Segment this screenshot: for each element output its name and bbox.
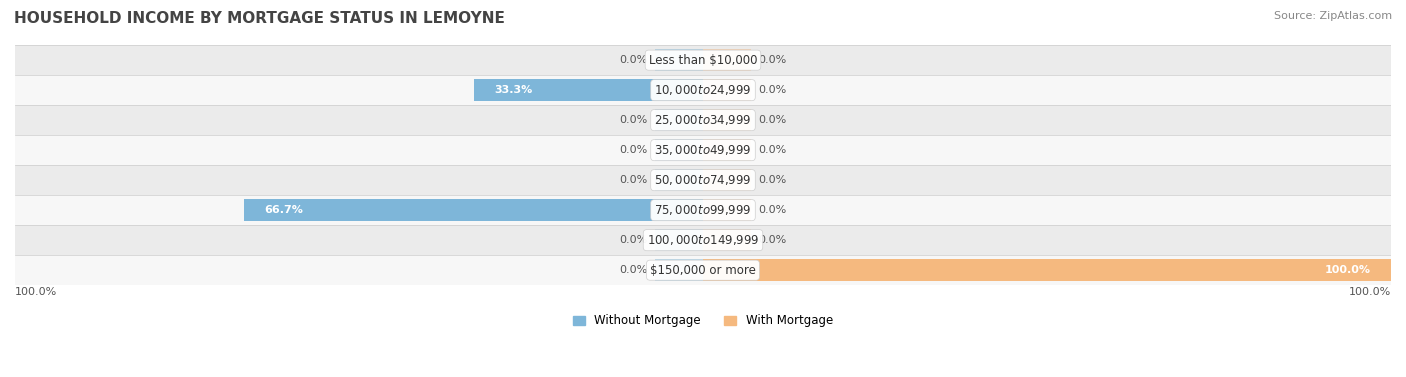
Text: 0.0%: 0.0% [758, 175, 786, 185]
Text: $50,000 to $74,999: $50,000 to $74,999 [654, 173, 752, 187]
Text: 0.0%: 0.0% [620, 145, 648, 155]
Bar [655, 259, 703, 281]
Bar [703, 49, 751, 71]
Bar [15, 135, 1391, 165]
Text: Less than $10,000: Less than $10,000 [648, 54, 758, 67]
Bar [15, 165, 1391, 195]
Text: 0.0%: 0.0% [620, 235, 648, 245]
Text: 100.0%: 100.0% [1348, 287, 1391, 297]
Text: 0.0%: 0.0% [758, 145, 786, 155]
Text: 0.0%: 0.0% [620, 265, 648, 275]
Bar [655, 49, 703, 71]
Text: $35,000 to $49,999: $35,000 to $49,999 [654, 143, 752, 157]
Text: 0.0%: 0.0% [758, 55, 786, 65]
Text: $100,000 to $149,999: $100,000 to $149,999 [647, 233, 759, 247]
Text: $25,000 to $34,999: $25,000 to $34,999 [654, 113, 752, 127]
Bar [703, 109, 751, 131]
Text: 0.0%: 0.0% [758, 235, 786, 245]
Bar [15, 45, 1391, 75]
Bar [703, 139, 751, 161]
Text: Source: ZipAtlas.com: Source: ZipAtlas.com [1274, 11, 1392, 21]
Bar [703, 229, 751, 251]
Bar [15, 105, 1391, 135]
Text: HOUSEHOLD INCOME BY MORTGAGE STATUS IN LEMOYNE: HOUSEHOLD INCOME BY MORTGAGE STATUS IN L… [14, 11, 505, 26]
Bar [655, 139, 703, 161]
Text: $150,000 or more: $150,000 or more [650, 264, 756, 277]
Bar [703, 199, 751, 221]
Bar [15, 225, 1391, 255]
Text: 100.0%: 100.0% [1324, 265, 1371, 275]
Text: 66.7%: 66.7% [264, 205, 304, 215]
Bar [655, 109, 703, 131]
Text: $75,000 to $99,999: $75,000 to $99,999 [654, 203, 752, 217]
Bar [15, 75, 1391, 105]
Bar [245, 199, 703, 221]
Bar [703, 259, 1391, 281]
Text: 0.0%: 0.0% [758, 205, 786, 215]
Text: 0.0%: 0.0% [758, 85, 786, 95]
Bar [655, 229, 703, 251]
Legend: Without Mortgage, With Mortgage: Without Mortgage, With Mortgage [568, 310, 838, 332]
Bar [15, 195, 1391, 225]
Bar [15, 255, 1391, 285]
Text: 0.0%: 0.0% [620, 115, 648, 125]
Bar [703, 169, 751, 191]
Text: 0.0%: 0.0% [620, 175, 648, 185]
Text: 0.0%: 0.0% [620, 55, 648, 65]
Text: 33.3%: 33.3% [495, 85, 533, 95]
Text: 100.0%: 100.0% [15, 287, 58, 297]
Bar [474, 80, 703, 101]
Bar [703, 80, 751, 101]
Bar [655, 169, 703, 191]
Text: $10,000 to $24,999: $10,000 to $24,999 [654, 83, 752, 97]
Text: 0.0%: 0.0% [758, 115, 786, 125]
